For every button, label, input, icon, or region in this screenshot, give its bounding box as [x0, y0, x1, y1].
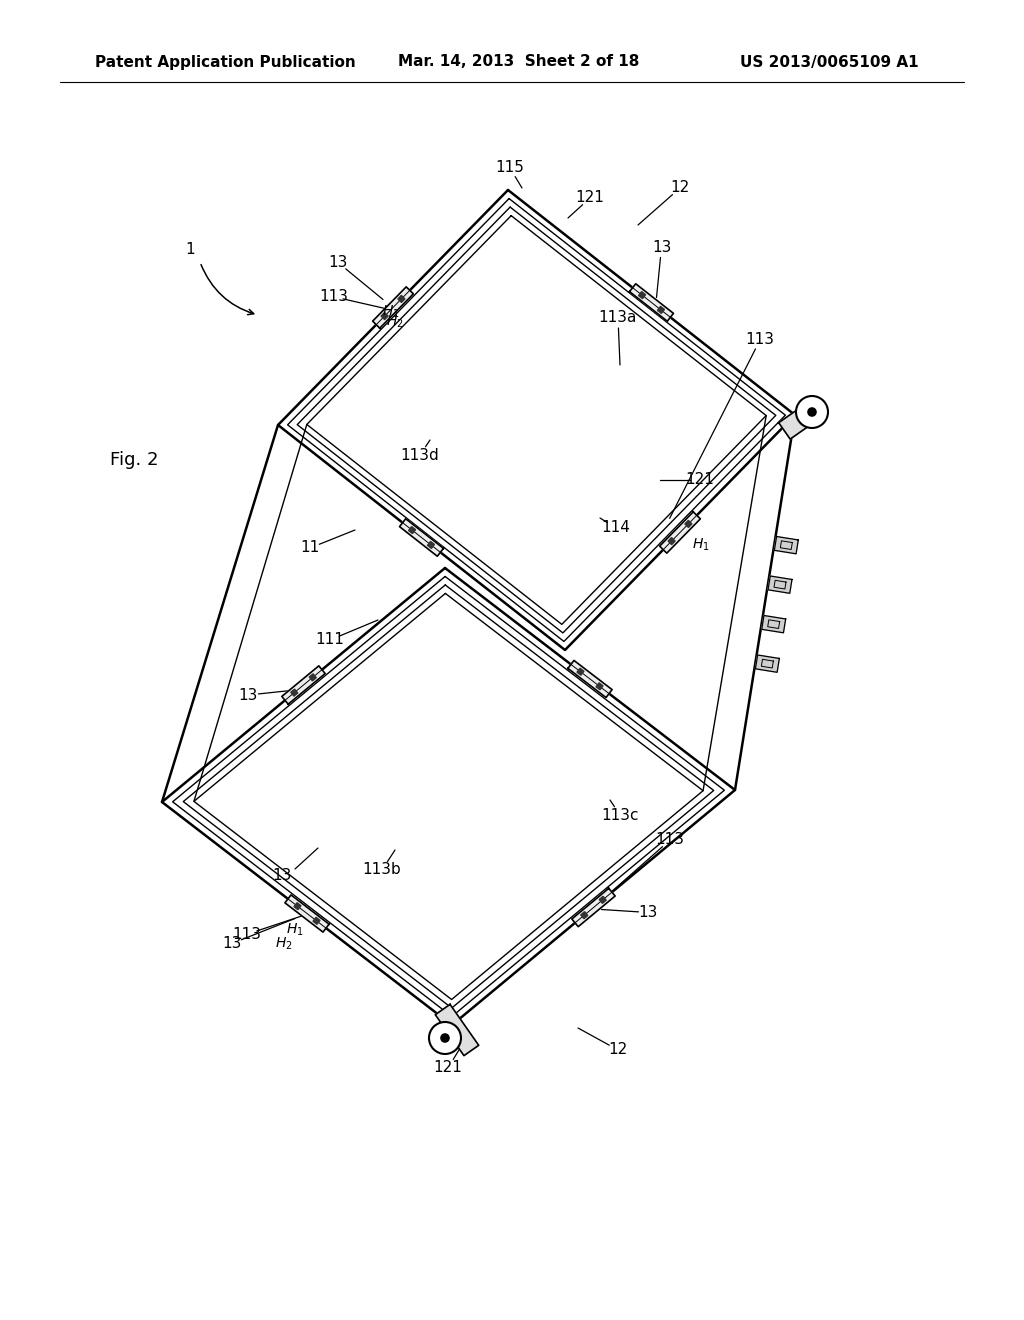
Text: 13: 13 — [329, 255, 348, 271]
Polygon shape — [596, 682, 603, 690]
Polygon shape — [756, 655, 779, 672]
Polygon shape — [639, 292, 645, 298]
Text: 13: 13 — [222, 936, 242, 950]
Text: 11: 11 — [300, 540, 319, 556]
Polygon shape — [427, 541, 434, 548]
Text: 121: 121 — [433, 1060, 463, 1076]
Polygon shape — [599, 896, 606, 903]
Text: 114: 114 — [601, 520, 631, 536]
Polygon shape — [398, 296, 404, 302]
Polygon shape — [659, 512, 700, 553]
Polygon shape — [291, 689, 298, 696]
Text: 121: 121 — [685, 473, 715, 487]
Text: 111: 111 — [315, 632, 344, 648]
Polygon shape — [657, 306, 665, 313]
Polygon shape — [581, 912, 588, 919]
Text: $H_1$: $H_1$ — [286, 921, 304, 937]
Text: Patent Application Publication: Patent Application Publication — [95, 54, 355, 70]
Polygon shape — [571, 888, 615, 927]
Text: 113: 113 — [318, 289, 348, 304]
Polygon shape — [762, 615, 785, 632]
Text: $H_2$: $H_2$ — [275, 936, 293, 952]
Text: 115: 115 — [496, 161, 524, 176]
Text: 113c: 113c — [601, 808, 639, 822]
Text: 13: 13 — [652, 240, 671, 255]
Polygon shape — [409, 527, 416, 533]
Text: 113: 113 — [232, 927, 262, 941]
Polygon shape — [282, 665, 326, 704]
Text: 113a: 113a — [599, 310, 637, 326]
Circle shape — [429, 1022, 461, 1053]
Text: 13: 13 — [239, 688, 258, 702]
Text: 13: 13 — [272, 867, 292, 883]
Polygon shape — [399, 519, 443, 556]
Circle shape — [807, 407, 817, 417]
Polygon shape — [381, 313, 388, 319]
Circle shape — [440, 1034, 450, 1043]
Polygon shape — [294, 903, 301, 909]
Polygon shape — [778, 401, 821, 440]
Text: Mar. 14, 2013  Sheet 2 of 18: Mar. 14, 2013 Sheet 2 of 18 — [398, 54, 639, 70]
Polygon shape — [373, 286, 414, 329]
Text: 12: 12 — [671, 181, 689, 195]
Text: Fig. 2: Fig. 2 — [110, 451, 159, 469]
Text: 12: 12 — [608, 1043, 628, 1057]
Polygon shape — [435, 1005, 478, 1056]
Text: $H_2$: $H_2$ — [386, 314, 404, 330]
Polygon shape — [285, 895, 329, 932]
Text: 113b: 113b — [362, 862, 401, 878]
Polygon shape — [568, 660, 612, 697]
Text: US 2013/0065109 A1: US 2013/0065109 A1 — [740, 54, 919, 70]
Text: 113: 113 — [655, 833, 684, 847]
Text: 13: 13 — [639, 906, 658, 920]
Circle shape — [796, 396, 828, 428]
Polygon shape — [768, 576, 792, 593]
Polygon shape — [630, 284, 674, 321]
Polygon shape — [685, 520, 692, 528]
Text: $H_1$: $H_1$ — [382, 304, 399, 321]
Text: 113: 113 — [745, 333, 774, 347]
Polygon shape — [577, 668, 584, 676]
Text: $H_1$: $H_1$ — [692, 537, 710, 553]
Polygon shape — [309, 673, 316, 681]
Text: 1: 1 — [185, 243, 195, 257]
Text: 121: 121 — [575, 190, 604, 206]
Polygon shape — [774, 536, 799, 554]
Polygon shape — [668, 537, 675, 545]
Text: 113d: 113d — [400, 447, 439, 462]
Polygon shape — [313, 917, 321, 924]
